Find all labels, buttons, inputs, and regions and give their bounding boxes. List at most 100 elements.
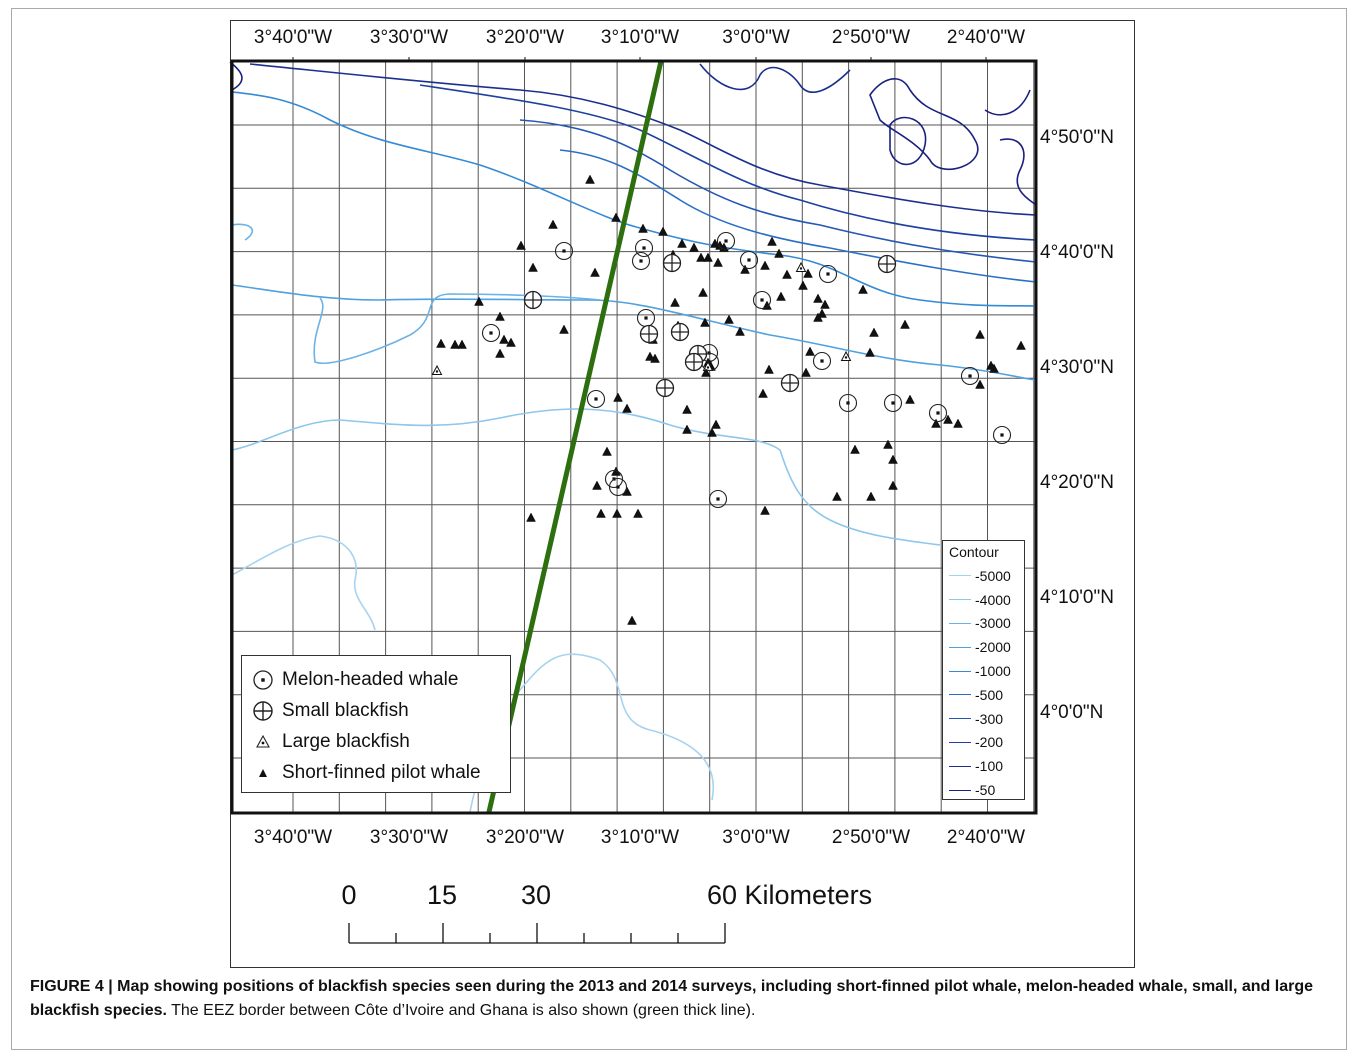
pilot-whale-marker (782, 269, 792, 279)
contour-legend-label: -4000 (975, 591, 1011, 608)
melon-headed-whale-marker (554, 241, 574, 261)
contour-line (249, 63, 1037, 216)
top-tick-label: 3°20'0"W (485, 27, 565, 48)
bottom-tick-label: 3°0'0"W (722, 827, 790, 848)
contour-legend-label: -50 (975, 782, 996, 799)
pilot-whale-marker (724, 314, 734, 324)
scale-bar-label: 60 Kilometers (707, 880, 873, 910)
contour-swatch (949, 694, 971, 696)
contour-line (231, 408, 941, 546)
sightings-layer (431, 174, 1026, 625)
contour-swatch (949, 765, 971, 767)
small-blackfish-marker (523, 290, 543, 310)
pilot-whale-marker (585, 174, 595, 184)
contour-swatch (949, 670, 971, 672)
contour-legend-item: -3000 (949, 612, 1024, 636)
contour-legend-label: -300 (975, 710, 1004, 727)
pilot-whale-marker (682, 404, 692, 414)
pilot-whale-marker (622, 403, 632, 413)
melon-headed-whale-marker (928, 403, 948, 423)
pilot-whale-marker (975, 379, 985, 389)
contour-legend-item: -4000 (949, 588, 1024, 612)
figure-frame (11, 8, 1347, 1050)
pilot-whale-marker (735, 326, 745, 336)
pilot-whale-marker (590, 267, 600, 277)
contour-legend-label: -5000 (975, 567, 1011, 584)
bathymetry-contours (229, 61, 1037, 813)
right-tick-label: 4°10'0"N (1040, 587, 1114, 608)
small-blackfish-marker (639, 324, 659, 344)
contour-legend-label: -100 (975, 758, 1004, 775)
small-blackfish-marker (684, 352, 704, 372)
pilot-whale-marker (905, 394, 915, 404)
pilot-whale-marker (975, 329, 985, 339)
contour-swatch (949, 741, 971, 743)
pilot-whale-marker (883, 439, 893, 449)
small-blackfish-marker (780, 373, 800, 393)
contour-swatch (949, 789, 971, 791)
pilot-whale-marker (627, 615, 637, 625)
legend-item-label: Melon-headed whale (282, 668, 459, 690)
pilot-whale-marker (803, 268, 813, 278)
melon-headed-whale-marker (586, 389, 606, 409)
pilot-whale-marker (602, 446, 612, 456)
pilot-whale-marker (760, 260, 770, 270)
contour-swatch (949, 622, 971, 624)
bottom-tick-label: 3°40'0"W (253, 827, 333, 848)
pilot-whale-marker (622, 486, 632, 496)
pilot-whale-marker (633, 508, 643, 518)
contour-line (419, 84, 1037, 241)
melon-headed-whale-marker (608, 477, 628, 497)
legend-item-label: Small blackfish (282, 699, 409, 721)
contour-swatch (949, 599, 971, 601)
pilot-whale-marker (457, 339, 467, 349)
pilot-whale-marker (559, 324, 569, 334)
top-tick-label: 3°30'0"W (369, 27, 449, 48)
pilot-whale-marker (711, 419, 721, 429)
contour-line (231, 223, 601, 364)
pilot-whale-marker (495, 311, 505, 321)
pilot-whale-marker (516, 240, 526, 250)
pilot-whale-marker (450, 339, 460, 349)
pilot-whale-marker (943, 414, 953, 424)
melon-headed-whale-marker (960, 366, 980, 386)
contour-legend-item: -500 (949, 683, 1024, 707)
pilot-whale-marker (866, 491, 876, 501)
small-blackfish-marker (877, 254, 897, 274)
pilot-whale-marker (813, 312, 823, 322)
contour-swatch (949, 575, 971, 577)
melon-headed-whale-marker (752, 290, 772, 310)
pilot-whale-marker (832, 491, 842, 501)
bottom-tick-label: 2°50'0"W (831, 827, 911, 848)
bottom-tick-label: 2°40'0"W (946, 827, 1026, 848)
contour-legend-item: -300 (949, 707, 1024, 731)
pilot-whale-marker (677, 238, 687, 248)
melon-headed-whale-marker (634, 238, 654, 258)
melon-headed-whale-marker (716, 231, 736, 251)
melon-headed-whale-marker (708, 489, 728, 509)
contour-swatch (949, 646, 971, 648)
contour-legend-label: -2000 (975, 639, 1011, 656)
melon-headed-whale-marker (992, 425, 1012, 445)
pilot-whale-marker (888, 454, 898, 464)
pilot-whale-marker (865, 347, 875, 357)
pilot-whale-marker (506, 337, 516, 347)
contour-legend-label: -1000 (975, 663, 1011, 680)
contour-line (231, 284, 1037, 381)
top-tick-label: 2°50'0"W (831, 27, 911, 48)
pilot-whale-marker (1016, 340, 1026, 350)
pilot-whale-marker (774, 248, 784, 258)
contour-line (519, 119, 1037, 263)
right-tick-label: 4°20'0"N (1040, 472, 1114, 493)
caption-text: The EEZ border between Côte d’Ivoire and… (166, 1002, 756, 1019)
legend-item-label: Short-finned pilot whale (282, 761, 481, 783)
pilot-whale-marker (638, 223, 648, 233)
graticule-grid (232, 57, 1036, 813)
right-tick-label: 4°50'0"N (1040, 127, 1114, 148)
scale-bar: 0 15 30 60 Kilometers (330, 880, 930, 950)
bottom-tick-label: 3°10'0"W (600, 827, 680, 848)
pilot-whale-marker (499, 334, 509, 344)
melon-headed-whale-marker (838, 393, 858, 413)
pilot-whale-marker (760, 505, 770, 515)
